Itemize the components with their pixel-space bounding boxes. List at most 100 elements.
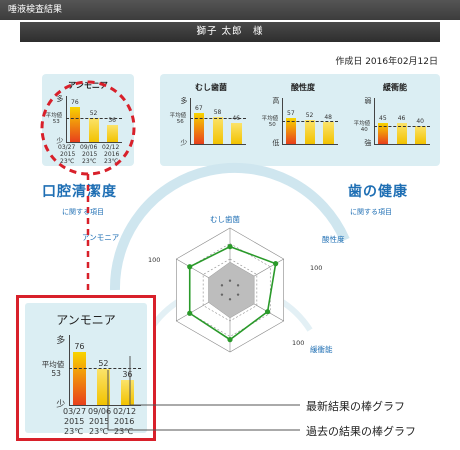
scale-top-label: 弱 xyxy=(364,97,372,105)
average-value: 56 xyxy=(176,119,184,126)
scale-bottom-label: 強 xyxy=(364,139,372,147)
radar-point xyxy=(227,244,233,250)
bar-value-label-1: 46 xyxy=(397,114,406,122)
radar-axis-label: アンモニア xyxy=(82,233,119,242)
bar-2 xyxy=(231,122,242,144)
scale-top-label: 多 xyxy=(56,336,66,346)
average-value: 53 xyxy=(51,368,61,378)
average-line xyxy=(282,121,338,122)
average-label: 平均値 xyxy=(41,359,65,369)
average-line xyxy=(66,117,122,119)
bar-1 xyxy=(88,118,99,142)
year-label: 2015 xyxy=(82,151,98,158)
bar-value-label-2: 48 xyxy=(324,113,332,121)
ammonia-card: アンモニア 多少 76 52 36 平均値 53 03/27 2015 23℃ 09/06 2015… xyxy=(42,74,134,166)
chart-axis xyxy=(190,98,191,144)
patient-name-bar: 獅子 太郎 様 xyxy=(20,22,440,42)
bar-0 xyxy=(378,123,389,144)
radar-center-dot xyxy=(236,284,240,287)
callout-temp-label: 23℃ xyxy=(114,427,134,436)
callout-year-label: 2016 xyxy=(114,417,135,426)
bar-2 xyxy=(323,121,334,144)
dental-health-subtitle: に関する項目 xyxy=(350,208,392,216)
bar-0 xyxy=(70,107,81,142)
app-title: 唾液検査結果 xyxy=(8,5,63,15)
radar-scale-label: 100 xyxy=(310,264,322,272)
radar-point xyxy=(264,309,271,315)
bar-1 xyxy=(212,117,223,144)
dental-health-title: 歯の健康 xyxy=(348,184,408,200)
bar-value-label-1: 52 xyxy=(98,358,109,368)
legend-latest: 最新結果の棒グラフ xyxy=(306,400,405,413)
radar-outer-arc xyxy=(109,162,350,291)
bar-value-label-1: 58 xyxy=(213,109,222,117)
dental-health-panel xyxy=(160,74,440,166)
chart-axis xyxy=(374,98,375,144)
bar-0 xyxy=(286,117,297,144)
dental-card-2: 緩衝能弱強 45 46 40 平均値 40 xyxy=(350,74,440,166)
callout-date-label: 09/06 xyxy=(88,407,112,416)
callout-date-label: 03/27 xyxy=(63,407,87,416)
temp-label: 23℃ xyxy=(60,158,75,165)
date-label: 09/06 xyxy=(80,144,98,151)
legend-past: 過去の結果の棒グラフ xyxy=(306,425,416,438)
bar-2 xyxy=(415,125,426,144)
radar-spoke xyxy=(229,289,284,322)
radar-spoke xyxy=(229,258,284,291)
radar-point xyxy=(273,261,279,267)
average-label: 平均値 xyxy=(353,120,371,127)
ammonia-callout: アンモニア 多少 76 52 36 平均値 53 03/27 2015 23℃ 09/06 2015… xyxy=(16,295,156,441)
radar-spoke xyxy=(176,289,231,322)
radar-spoke xyxy=(176,258,231,291)
callout-year-label: 2015 xyxy=(89,417,110,426)
radar-axis-label: 緩衝能 xyxy=(310,344,333,354)
scale-top-label: 高 xyxy=(272,97,280,105)
bar-value-label-0: 76 xyxy=(74,341,85,351)
scale-bottom-label: 少 xyxy=(180,139,188,147)
radar-center-dot xyxy=(236,293,240,296)
bar-value-label-0: 57 xyxy=(287,109,295,117)
dental-card-title: 緩衝能 xyxy=(383,83,407,92)
radar-center-dot xyxy=(228,298,232,301)
radar-center-dot xyxy=(220,293,224,296)
date-label: 03/27 xyxy=(58,144,76,151)
callout-temp-label: 23℃ xyxy=(64,427,84,436)
scale-bottom-label: 少 xyxy=(56,400,66,410)
scale-top-label: 多 xyxy=(56,95,64,103)
radar-scale-label: 100 xyxy=(148,256,160,264)
dental-card-title: 酸性度 xyxy=(291,83,315,92)
average-line xyxy=(374,125,430,127)
chart-axis xyxy=(69,335,70,405)
callout-title: アンモニア xyxy=(56,313,116,327)
dental-card-title: むし歯菌 xyxy=(195,83,227,92)
average-line xyxy=(190,118,246,120)
radar-center-dot xyxy=(228,279,232,282)
radar-point xyxy=(187,310,193,316)
bar-0 xyxy=(194,113,205,144)
temp-label: 23℃ xyxy=(104,158,119,165)
bar-0 xyxy=(73,351,87,405)
average-line xyxy=(69,367,141,369)
bar-value-label-0: 45 xyxy=(379,115,387,123)
average-label: 平均値 xyxy=(169,113,187,120)
year-label: 2015 xyxy=(60,151,76,158)
callout-year-label: 2015 xyxy=(64,417,85,426)
average-label: 平均値 xyxy=(261,116,279,122)
bar-1 xyxy=(304,120,315,144)
bar-value-label-1: 52 xyxy=(305,112,314,120)
bar-value-label-2: 36 xyxy=(122,369,133,379)
date-label: 02/12 xyxy=(102,144,120,151)
callout-temp-label: 23℃ xyxy=(89,427,109,436)
oral-cleanliness-title: 口腔清潔度 xyxy=(42,184,117,200)
temp-label: 23℃ xyxy=(82,158,97,165)
bar-2 xyxy=(121,379,135,405)
radar-grid xyxy=(189,243,271,337)
ammonia-callout-card: アンモニア 多少 76 52 36 平均値 53 03/27 2015 23℃ 09/06 2015… xyxy=(25,303,147,436)
radar-point xyxy=(187,264,193,270)
radar-grid xyxy=(202,258,258,322)
chart-baseline xyxy=(66,142,122,143)
year-label: 2016 xyxy=(104,151,120,158)
bar-1 xyxy=(396,122,407,144)
radar-series-latest xyxy=(188,245,277,341)
chart-baseline xyxy=(190,144,246,145)
